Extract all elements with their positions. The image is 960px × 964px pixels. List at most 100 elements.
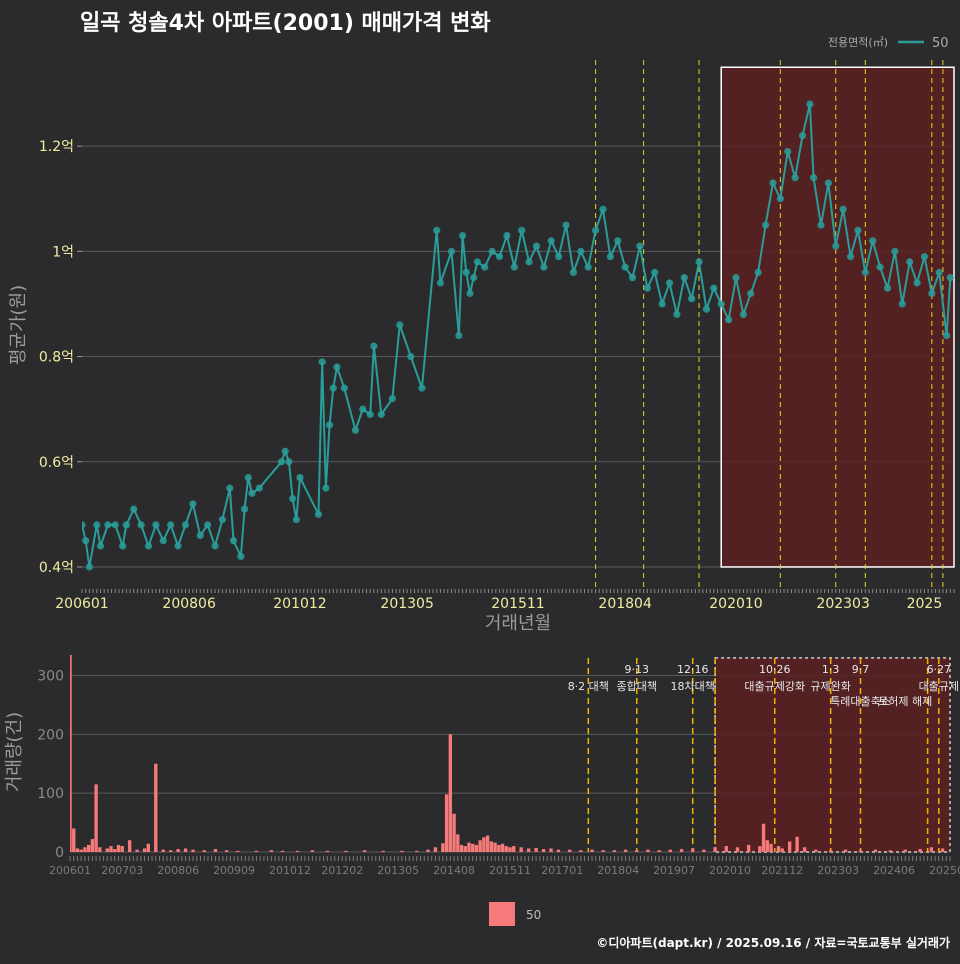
volume-x-tick-label: 201202 — [321, 864, 363, 877]
price-point — [747, 289, 755, 298]
price-point — [809, 174, 818, 182]
volume-bar — [113, 849, 117, 852]
volume-x-tick-label: 200909 — [213, 864, 255, 877]
policy-date-label: 12·16 — [677, 663, 709, 676]
price-point — [913, 279, 921, 287]
volume-y-tick-label: 100 — [37, 786, 64, 802]
policy-date-label: 9·13 — [625, 663, 650, 676]
volume-bar — [534, 847, 538, 852]
volume-bar — [758, 846, 762, 852]
volume-bar — [888, 850, 893, 852]
price-point — [458, 231, 467, 240]
price-point — [577, 247, 585, 255]
volume-bar — [474, 844, 479, 852]
volume-y-tick-label: 300 — [37, 669, 64, 685]
volume-bar — [161, 849, 165, 852]
price-y-tick-label: 0.8억 — [39, 350, 74, 366]
price-point — [673, 310, 681, 319]
volume-bar — [814, 849, 818, 852]
price-point — [846, 253, 855, 261]
price-point — [562, 221, 570, 229]
volume-highlight-box — [714, 657, 951, 853]
price-point — [281, 447, 289, 455]
price-point — [891, 247, 899, 255]
volume-x-tick-label: 201408 — [433, 864, 475, 877]
price-x-axis-title: 거래년월 — [485, 613, 551, 634]
volume-bar — [940, 848, 945, 852]
price-highlight-box — [720, 66, 955, 568]
price-point — [447, 247, 456, 255]
price-point — [725, 316, 733, 324]
volume-bar — [213, 849, 218, 852]
volume-y-tick-label: 200 — [37, 727, 64, 743]
volume-x-tick-label: 200703 — [101, 864, 143, 877]
price-point — [82, 537, 90, 545]
volume-bar — [623, 849, 628, 852]
legend-title: 전용면적(㎡) — [828, 36, 888, 49]
volume-x-tick-label: 200601 — [49, 864, 91, 877]
price-point — [104, 521, 112, 529]
volume-bar — [142, 848, 147, 852]
volume-bar — [802, 847, 807, 852]
price-point — [244, 473, 252, 482]
price-point — [798, 132, 807, 140]
price-panel: 0.4억 0.6억 0.8억 1억 1.2억 200601 200806 201012 2013… — [8, 60, 955, 634]
volume-bar — [98, 847, 102, 852]
volume-bar — [116, 844, 121, 852]
price-point — [322, 484, 330, 492]
price-point — [181, 521, 190, 529]
volume-bar — [541, 849, 546, 852]
volume-x-tick-label: 201511 — [489, 864, 531, 877]
price-point — [473, 258, 481, 266]
price-point — [455, 331, 463, 340]
price-point — [946, 274, 954, 282]
price-point — [370, 342, 378, 350]
volume-bars — [70, 654, 945, 852]
volume-bar — [146, 843, 150, 852]
volume-bar — [444, 794, 449, 852]
volume-bar — [86, 844, 91, 852]
price-point — [96, 542, 105, 550]
price-x-tick-label: 200806 — [162, 596, 216, 612]
price-point — [791, 174, 799, 182]
price-point — [614, 237, 622, 245]
policy-date-label: 9·7 — [852, 663, 870, 676]
price-point — [462, 268, 470, 276]
price-x-tick-label: 2025 — [907, 596, 943, 612]
policy-date-label: 1·3 — [822, 663, 840, 676]
volume-x-tick-label: 201305 — [377, 864, 419, 877]
volume-x-tick-label: 202010 — [709, 864, 751, 877]
volume-bar — [691, 848, 695, 852]
volume-x-tick-label: 201907 — [653, 864, 695, 877]
legend-bar-swatch — [489, 902, 515, 926]
price-point — [119, 542, 127, 550]
price-x-tick-label: 201305 — [380, 596, 433, 612]
price-point — [388, 395, 396, 403]
volume-bar — [433, 847, 438, 852]
price-point — [761, 221, 770, 229]
volume-bar — [415, 850, 419, 852]
price-point — [754, 268, 762, 276]
price-point — [569, 268, 578, 276]
volume-bar — [83, 847, 87, 852]
volume-bar — [746, 844, 751, 852]
price-point — [466, 289, 474, 298]
price-point — [606, 253, 614, 261]
price-point — [898, 300, 906, 308]
policy-name-label: 대출규제 — [919, 680, 959, 693]
price-point — [255, 484, 263, 492]
price-point — [710, 284, 718, 292]
volume-bar — [467, 842, 471, 852]
price-point — [906, 258, 914, 266]
price-point — [396, 321, 404, 329]
volume-x-tick-label: 202406 — [873, 864, 915, 877]
volume-x-tick-label: 200806 — [157, 864, 199, 877]
volume-bar — [929, 847, 934, 852]
volume-bar — [761, 823, 766, 852]
price-point — [318, 358, 326, 366]
price-point — [229, 537, 238, 545]
price-point — [769, 179, 777, 187]
price-point — [591, 226, 600, 234]
volume-x-tick-label: 201701 — [541, 864, 583, 877]
